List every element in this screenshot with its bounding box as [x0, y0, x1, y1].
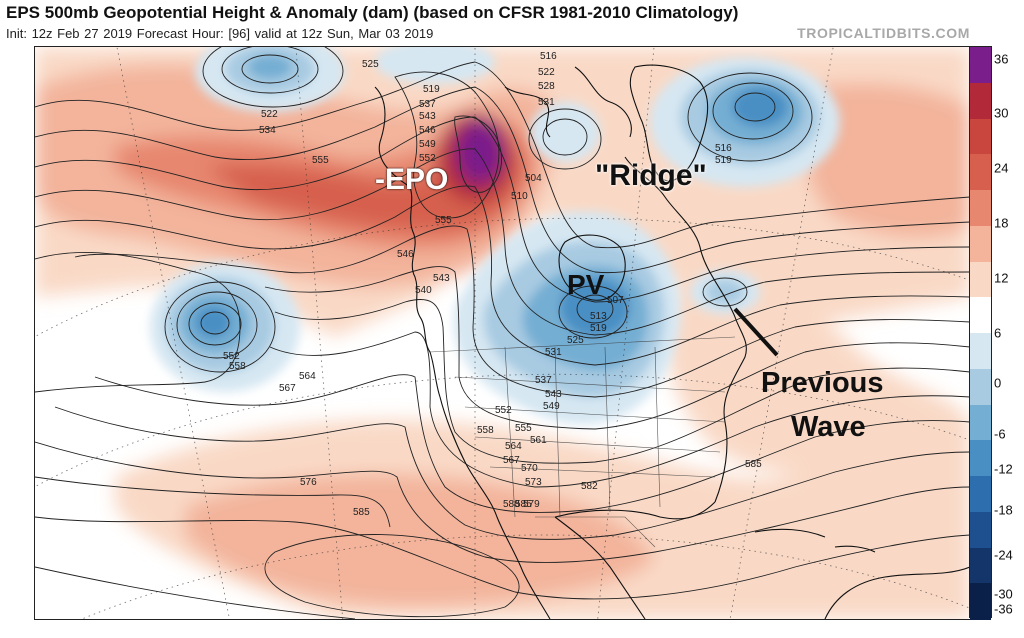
political-borders: [429, 336, 736, 548]
contour-label: 555: [515, 423, 532, 434]
colorbar-segment: [970, 190, 991, 227]
forecast-map: 525 519 522 534 555 516 522 528 531 537 543 546 549 5…: [34, 46, 971, 620]
colorbar-tick: -36: [994, 601, 1013, 617]
previous-wave-pointer: [733, 307, 779, 357]
contour-label: 585: [745, 459, 762, 470]
colorbar-segment: [970, 297, 991, 334]
contour-label: 543: [433, 273, 450, 284]
colorbar-segment: [970, 333, 991, 370]
colorbar-tick: -30: [994, 586, 1013, 602]
contour-label: 564: [299, 371, 316, 382]
coastlines: [374, 64, 970, 619]
colorbar-segment: [970, 404, 991, 441]
contour-label: 543: [419, 111, 436, 122]
contour-label: 513: [590, 311, 607, 322]
colorbar-tick: 0: [994, 375, 1002, 391]
wave-label: Wave: [791, 411, 866, 443]
previous-label: Previous: [761, 367, 884, 399]
contour-label: 504: [525, 173, 542, 184]
colorbar-tick: 30: [994, 105, 1009, 121]
colorbar-tick: 6: [994, 325, 1002, 341]
colorbar-segment: [970, 261, 991, 298]
height-contours: [35, 47, 970, 619]
contour-label: 516: [715, 143, 732, 154]
contour-label: 543: [545, 389, 562, 400]
pv-label: PV: [567, 269, 605, 300]
contour-label: 546: [397, 249, 414, 260]
colorbar-segment: [970, 154, 991, 191]
colorbar-tick: -12: [994, 461, 1013, 477]
contour-label: 510: [511, 191, 528, 202]
colorbar-tick: -6: [994, 426, 1006, 442]
contour-label: 558: [229, 361, 246, 372]
colorbar-segment: [970, 476, 991, 513]
contour-label: 528: [538, 81, 555, 92]
colorbar-tick: 12: [994, 270, 1009, 286]
contour-label: 534: [259, 125, 276, 136]
contour-label: 546: [419, 125, 436, 136]
lat-lon-grid: [35, 47, 970, 619]
colorbar-segment: [970, 547, 991, 584]
contour-label: 567: [279, 383, 296, 394]
contour-label: 555: [312, 155, 329, 166]
contour-label: 567: [503, 455, 520, 466]
contour-label: 516: [540, 51, 557, 62]
contour-label: 522: [261, 109, 278, 120]
colorbar-segment: [970, 82, 991, 119]
colorbar-tick: -24: [994, 547, 1013, 563]
contour-label: 531: [538, 97, 555, 108]
ridge-label: "Ridge": [595, 159, 707, 192]
contour-label: 519: [715, 155, 732, 166]
contour-label: 561: [530, 435, 547, 446]
colorbar-segment: [970, 368, 991, 405]
contour-label: 585: [515, 499, 532, 510]
contour-label: 558: [477, 425, 494, 436]
colorbar-tick: 24: [994, 160, 1009, 176]
contour-label: 579: [523, 499, 540, 510]
contour-label: 537: [419, 99, 436, 110]
colorbar-segment: [970, 47, 991, 84]
contour-label: 552: [223, 351, 240, 362]
brand-watermark: TROPICALTIDBITS.COM: [797, 25, 970, 41]
contour-label-layer: 5255195225345555165225285315375435465495…: [223, 51, 762, 518]
contour-label: 576: [300, 477, 317, 488]
contour-label: 552: [419, 153, 436, 164]
contour-label: 555: [435, 215, 452, 226]
colorbar-segment: [970, 511, 991, 548]
colorbar-segment: [970, 118, 991, 155]
contour-label: 570: [521, 463, 538, 474]
contour-label: 531: [545, 347, 562, 358]
contour-label: 573: [525, 477, 542, 488]
contour-label: 519: [590, 323, 607, 334]
map-title: EPS 500mb Geopotential Height & Anomaly …: [6, 3, 739, 22]
cold-anomaly-shading: [150, 47, 840, 425]
colorbar-segment: [970, 583, 991, 620]
contour-label: 552: [495, 405, 512, 416]
colorbar-segment: [970, 225, 991, 262]
contour-label: 588: [503, 499, 520, 510]
epo-label: -EPO: [375, 163, 449, 196]
contour-label: 525: [567, 335, 584, 346]
contour-label: 549: [419, 139, 436, 150]
colorbar-tick: 36: [994, 51, 1009, 67]
contour-label: 507: [607, 295, 624, 306]
contour-label: 582: [581, 481, 598, 492]
colorbar-segment: [970, 440, 991, 477]
contour-label: 525: [362, 59, 379, 70]
map-canvas: 5255195225345555165225285315375435465495…: [35, 47, 970, 619]
contour-label: 585: [353, 507, 370, 518]
contour-label: 519: [423, 84, 440, 95]
map-subtitle: Init: 12z Feb 27 2019 Forecast Hour: [96…: [6, 26, 434, 41]
contour-label: 549: [543, 401, 560, 412]
colorbar-tick: -18: [994, 502, 1013, 518]
anomaly-colorbar: [969, 46, 992, 620]
contour-label: 522: [538, 67, 555, 78]
colorbar-tick: 18: [994, 215, 1009, 231]
contour-label: 540: [415, 285, 432, 296]
contour-label: 537: [535, 375, 552, 386]
contour-label: 564: [505, 441, 522, 452]
